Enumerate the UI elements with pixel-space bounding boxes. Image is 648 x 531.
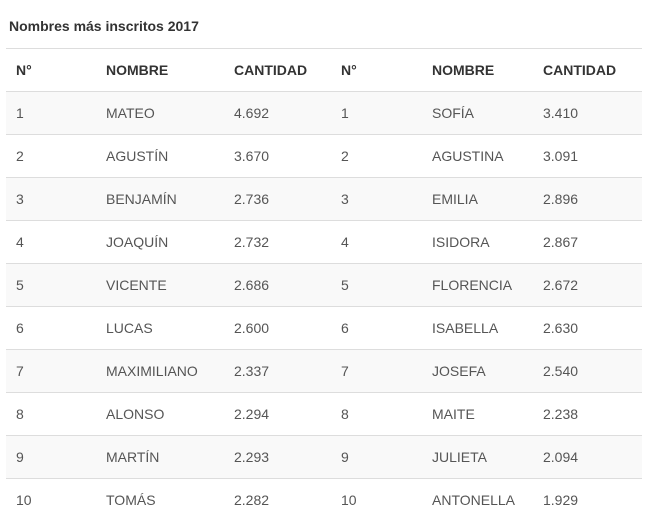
cell-count-female: 2.672 [533, 263, 642, 307]
table-row: 6 LUCAS 2.600 6 ISABELLA 2.630 [6, 306, 642, 350]
header-count-female: CANTIDAD [533, 48, 642, 92]
table-row: 3 BENJAMÍN 2.736 3 EMILIA 2.896 [6, 177, 642, 221]
header-name-female: NOMBRE [422, 48, 533, 92]
cell-count-female: 2.540 [533, 349, 642, 393]
cell-name-female: JULIETA [422, 435, 533, 479]
cell-count-female: 3.410 [533, 91, 642, 135]
cell-name-male: VICENTE [96, 263, 224, 307]
names-table: N° NOMBRE CANTIDAD N° NOMBRE CANTIDAD 1 MATEO 4… [6, 48, 642, 521]
header-rank-male: N° [6, 48, 96, 92]
cell-rank-female: 6 [331, 306, 422, 350]
cell-rank-male: 8 [6, 392, 96, 436]
cell-rank-male: 1 [6, 91, 96, 135]
cell-name-male: ALONSO [96, 392, 224, 436]
cell-rank-female: 8 [331, 392, 422, 436]
cell-name-female: EMILIA [422, 177, 533, 221]
cell-name-male: TOMÁS [96, 478, 224, 521]
cell-count-male: 2.293 [224, 435, 331, 479]
table-row: 8 ALONSO 2.294 8 MAITE 2.238 [6, 392, 642, 436]
table-row: 2 AGUSTÍN 3.670 2 AGUSTINA 3.091 [6, 134, 642, 178]
cell-name-female: MAITE [422, 392, 533, 436]
cell-rank-female: 4 [331, 220, 422, 264]
cell-name-female: ISIDORA [422, 220, 533, 264]
cell-count-male: 4.692 [224, 91, 331, 135]
cell-count-male: 3.670 [224, 134, 331, 178]
cell-count-female: 3.091 [533, 134, 642, 178]
cell-rank-male: 10 [6, 478, 96, 521]
cell-rank-male: 2 [6, 134, 96, 178]
table-row: 4 JOAQUÍN 2.732 4 ISIDORA 2.867 [6, 220, 642, 264]
cell-rank-male: 7 [6, 349, 96, 393]
cell-count-female: 1.929 [533, 478, 642, 521]
cell-name-female: AGUSTINA [422, 134, 533, 178]
cell-count-male: 2.686 [224, 263, 331, 307]
header-rank-female: N° [331, 48, 422, 92]
table-row: 1 MATEO 4.692 1 SOFÍA 3.410 [6, 91, 642, 135]
cell-rank-female: 1 [331, 91, 422, 135]
cell-count-female: 2.896 [533, 177, 642, 221]
cell-rank-male: 5 [6, 263, 96, 307]
cell-name-female: JOSEFA [422, 349, 533, 393]
table-row: 9 MARTÍN 2.293 9 JULIETA 2.094 [6, 435, 642, 479]
cell-count-female: 2.630 [533, 306, 642, 350]
cell-count-male: 2.732 [224, 220, 331, 264]
cell-name-female: ANTONELLA [422, 478, 533, 521]
cell-name-male: MAXIMILIANO [96, 349, 224, 393]
cell-rank-male: 4 [6, 220, 96, 264]
cell-name-male: LUCAS [96, 306, 224, 350]
cell-rank-female: 7 [331, 349, 422, 393]
table-row: 5 VICENTE 2.686 5 FLORENCIA 2.672 [6, 263, 642, 307]
cell-count-male: 2.337 [224, 349, 331, 393]
cell-count-male: 2.282 [224, 478, 331, 521]
cell-rank-male: 9 [6, 435, 96, 479]
cell-name-male: BENJAMÍN [96, 177, 224, 221]
cell-count-male: 2.736 [224, 177, 331, 221]
cell-name-female: ISABELLA [422, 306, 533, 350]
table-title: Nombres más inscritos 2017 [9, 18, 199, 34]
cell-count-male: 2.600 [224, 306, 331, 350]
cell-name-male: JOAQUÍN [96, 220, 224, 264]
header-count-male: CANTIDAD [224, 48, 331, 92]
header-name-male: NOMBRE [96, 48, 224, 92]
table-row: 10 TOMÁS 2.282 10 ANTONELLA 1.929 [6, 478, 642, 521]
cell-count-female: 2.238 [533, 392, 642, 436]
cell-rank-female: 5 [331, 263, 422, 307]
cell-rank-female: 2 [331, 134, 422, 178]
cell-count-female: 2.867 [533, 220, 642, 264]
cell-name-male: MATEO [96, 91, 224, 135]
cell-name-male: AGUSTÍN [96, 134, 224, 178]
cell-name-female: FLORENCIA [422, 263, 533, 307]
cell-rank-female: 9 [331, 435, 422, 479]
cell-rank-female: 3 [331, 177, 422, 221]
cell-name-female: SOFÍA [422, 91, 533, 135]
cell-count-male: 2.294 [224, 392, 331, 436]
cell-count-female: 2.094 [533, 435, 642, 479]
cell-rank-male: 6 [6, 306, 96, 350]
header-row: N° NOMBRE CANTIDAD N° NOMBRE CANTIDAD [6, 48, 642, 92]
cell-name-male: MARTÍN [96, 435, 224, 479]
cell-rank-female: 10 [331, 478, 422, 521]
cell-rank-male: 3 [6, 177, 96, 221]
table-row: 7 MAXIMILIANO 2.337 7 JOSEFA 2.540 [6, 349, 642, 393]
